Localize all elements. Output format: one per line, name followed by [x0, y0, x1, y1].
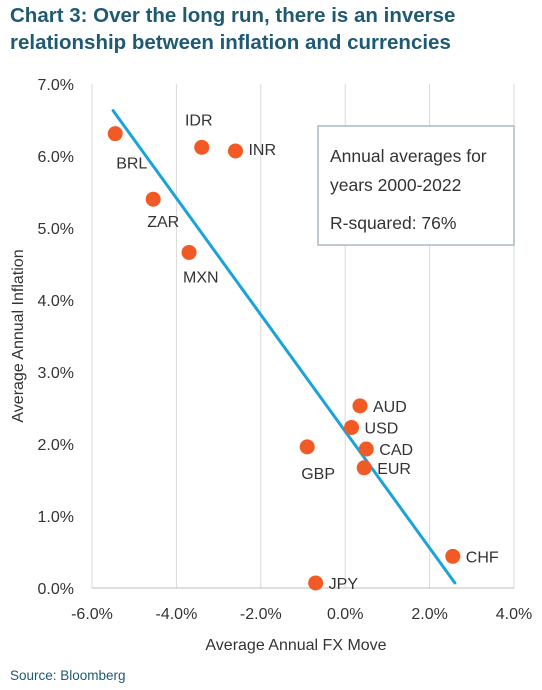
- data-point-mxn: [181, 244, 197, 260]
- data-point-aud: [352, 398, 368, 414]
- point-label-idr: IDR: [185, 112, 213, 129]
- x-tick-label: -6.0%: [71, 606, 113, 623]
- y-tick-label: 6.0%: [38, 149, 74, 166]
- annotation-box: Annual averages for years 2000-2022 R-squa…: [317, 125, 515, 246]
- annotation-frame: [317, 125, 515, 246]
- data-point-idr: [194, 139, 210, 155]
- point-label-aud: AUD: [373, 399, 407, 416]
- y-tick-label: 0.0%: [38, 581, 74, 598]
- tick-labels: -6.0% -4.0% -2.0% 0.0% 2.0% 4.0% 0.0% 1.0% 2.0% 3…: [38, 77, 533, 623]
- y-tick-label: 3.0%: [38, 365, 74, 382]
- data-point-inr: [227, 143, 243, 159]
- x-tick-label: 0.0%: [327, 606, 363, 623]
- x-tick-label: 4.0%: [496, 606, 532, 623]
- x-tick-label: -2.0%: [240, 606, 282, 623]
- source-note: Source: Bloomberg: [10, 668, 126, 683]
- point-label-jpy: JPY: [329, 576, 359, 593]
- y-tick-label: 5.0%: [38, 221, 74, 238]
- annotation-line: R-squared: 76%: [330, 213, 456, 233]
- regression-line: [111, 109, 457, 585]
- point-label-zar: ZAR: [147, 214, 179, 231]
- trendline: [111, 109, 457, 585]
- y-tick-label: 2.0%: [38, 437, 74, 454]
- point-labels: BRL IDR INR ZAR MXN AUD USD CAD GBP EUR CHF JPY: [116, 112, 499, 593]
- annotation-line: years 2000-2022: [330, 175, 461, 195]
- x-tick-label: -4.0%: [156, 606, 198, 623]
- data-point-chf: [445, 548, 461, 564]
- chart-title: Chart 3: Over the long run, there is an …: [10, 4, 456, 54]
- point-label-usd: USD: [365, 420, 399, 437]
- data-point-zar: [145, 191, 161, 207]
- data-points: [107, 126, 461, 591]
- point-label-eur: EUR: [377, 461, 411, 478]
- y-axis-title: Average Annual Inflation: [10, 249, 27, 422]
- x-tick-label: 2.0%: [411, 606, 447, 623]
- data-point-eur: [356, 460, 372, 476]
- point-label-mxn: MXN: [183, 269, 219, 286]
- point-label-chf: CHF: [466, 549, 499, 566]
- data-point-jpy: [308, 575, 324, 591]
- y-tick-label: 1.0%: [38, 509, 74, 526]
- data-point-cad: [358, 441, 374, 457]
- data-point-usd: [344, 419, 360, 435]
- data-point-gbp: [299, 439, 315, 455]
- x-axis-title: Average Annual FX Move: [205, 637, 386, 654]
- point-label-gbp: GBP: [301, 466, 335, 483]
- point-label-brl: BRL: [116, 156, 147, 173]
- point-label-cad: CAD: [379, 442, 413, 459]
- data-point-brl: [107, 126, 123, 142]
- annotation-line: Annual averages for: [330, 146, 487, 166]
- y-tick-label: 4.0%: [38, 293, 74, 310]
- point-label-inr: INR: [248, 142, 276, 159]
- y-tick-label: 7.0%: [38, 77, 74, 94]
